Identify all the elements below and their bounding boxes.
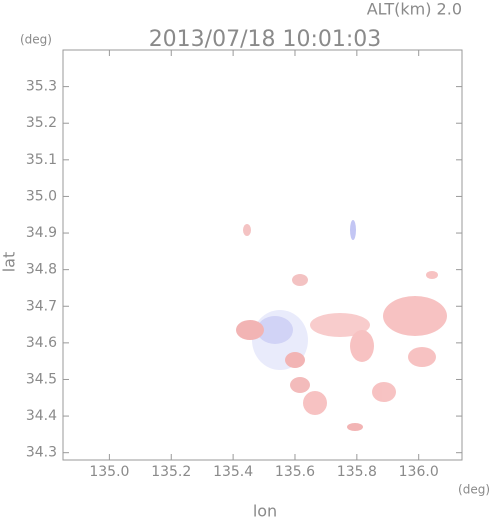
y-tick-label: 34.6: [26, 335, 57, 351]
y-axis-label: lat: [0, 252, 19, 273]
y-tick-label: 34.3: [26, 445, 57, 461]
x-unit: (deg): [458, 483, 490, 497]
y-tick-label: 35.3: [26, 79, 57, 95]
y-tick-label: 35.2: [26, 115, 57, 131]
y-tick-label: 34.4: [26, 408, 57, 424]
x-tick-label: 135.4: [213, 464, 253, 480]
y-tick-label: 35.1: [26, 152, 57, 168]
x-tick-label: 136.0: [399, 464, 439, 480]
y-unit: (deg): [20, 33, 52, 47]
plot-frame: [62, 49, 463, 461]
x-tick-label: 135.6: [275, 464, 315, 480]
y-tick-label: 35.0: [26, 188, 57, 204]
y-tick-label: 34.7: [26, 298, 57, 314]
chart-title: 2013/07/18 10:01:03: [149, 27, 382, 52]
altitude-label: ALT(km) 2.0: [367, 0, 462, 19]
x-axis-label: lon: [253, 502, 277, 521]
y-tick-label: 34.5: [26, 371, 57, 387]
y-tick-label: 34.8: [26, 262, 57, 278]
y-tick-label: 34.9: [26, 225, 57, 241]
echo-area: [236, 220, 447, 431]
x-tick-label: 135.0: [89, 464, 129, 480]
x-tick-label: 135.8: [337, 464, 377, 480]
x-tick-label: 135.2: [151, 464, 191, 480]
